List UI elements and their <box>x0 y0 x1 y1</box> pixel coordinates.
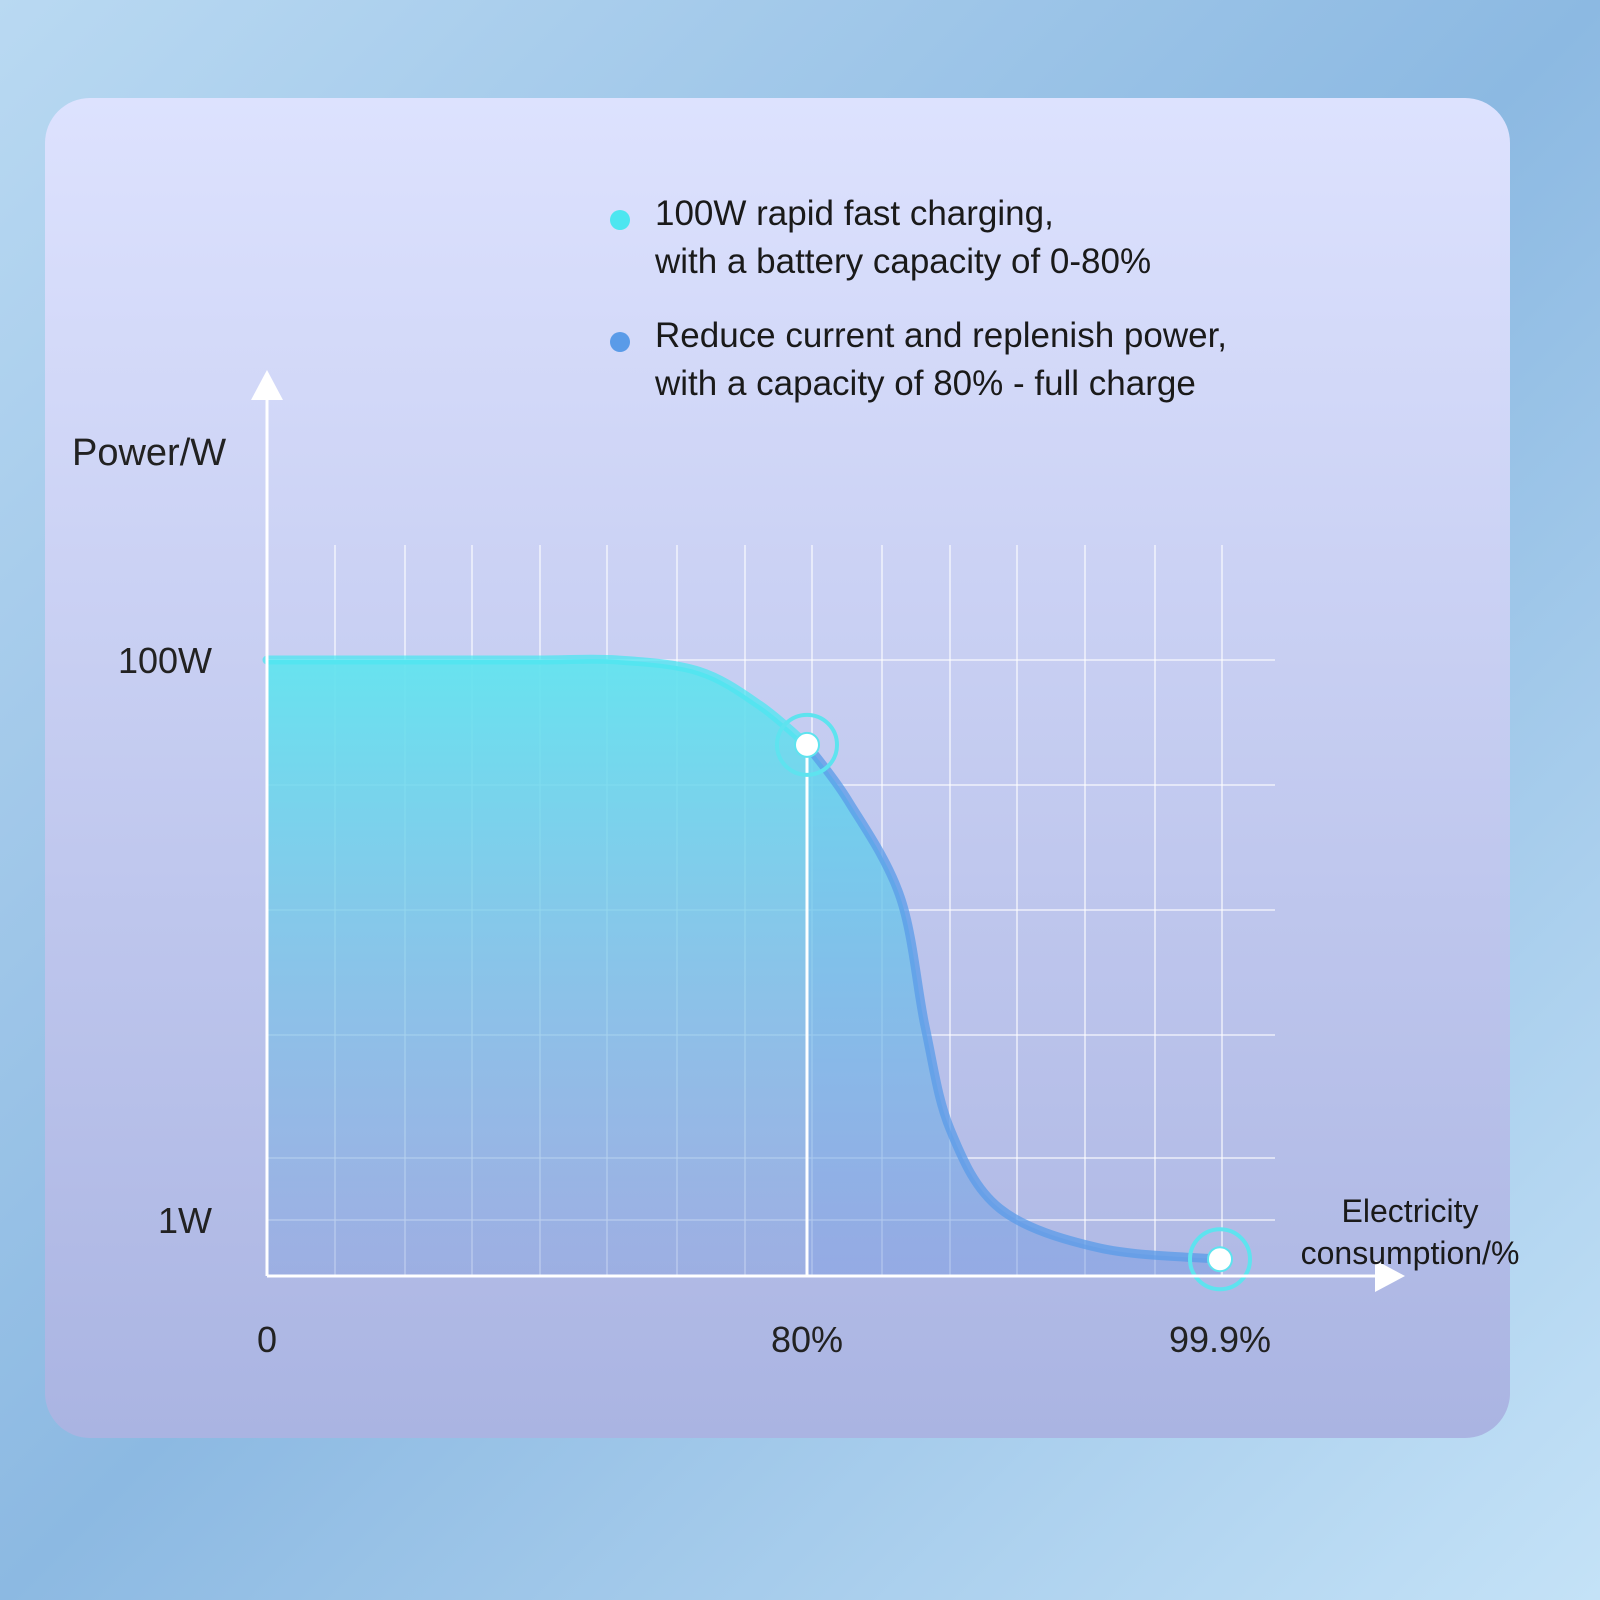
legend-swatch <box>610 210 630 230</box>
line <box>802 740 1225 1264</box>
y-tick-label: 1W <box>158 1200 212 1241</box>
legend-item: 100W rapid fast charging, with a battery… <box>610 190 1455 286</box>
x-tick-label: 0 <box>257 1319 277 1360</box>
legend-item: Reduce current and replenish power, with… <box>610 312 1455 408</box>
x-arrow <box>1375 1260 1405 1292</box>
area <box>807 744 1220 1276</box>
x-axis-label: Electricity consumption/% <box>1300 1193 1520 1271</box>
legend-swatch <box>610 332 630 352</box>
legend-label: Reduce current and replenish power, with… <box>655 316 1228 403</box>
y-arrow <box>251 370 283 400</box>
marker <box>794 731 820 758</box>
axes <box>251 370 1405 1292</box>
area <box>267 659 807 1276</box>
y-tick-label: 100W <box>118 640 212 681</box>
line <box>262 654 812 750</box>
marker <box>1207 1246 1233 1273</box>
marker-ring <box>1188 1227 1252 1292</box>
x-tick-label: 80% <box>771 1319 843 1360</box>
plot <box>262 654 1252 1292</box>
y-axis-label: Power/W <box>72 432 226 474</box>
x-tick-label: 99.9% <box>1169 1319 1271 1360</box>
legend-label: 100W rapid fast charging, with a battery… <box>655 194 1152 281</box>
marker-ring <box>775 712 839 777</box>
